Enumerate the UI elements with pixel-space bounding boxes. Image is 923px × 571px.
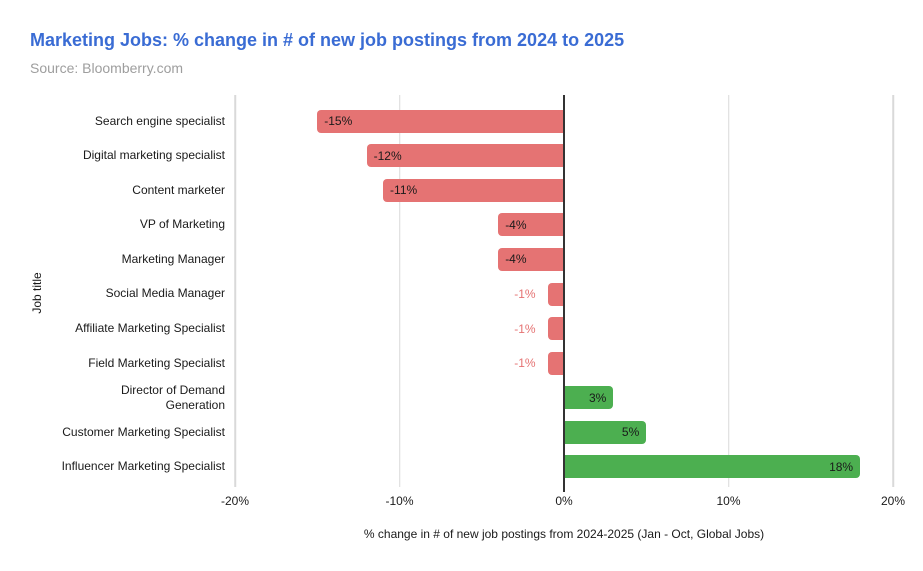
bar: -11% <box>383 178 564 202</box>
x-tick-label: -10% <box>385 494 414 508</box>
category-label: Digital marketing specialist <box>82 148 225 163</box>
chart-title: Marketing Jobs: % change in # of new job… <box>30 30 625 50</box>
bar-value-label: -1% <box>514 287 536 301</box>
category-axis: Search engine specialist Digital marketin… <box>40 104 225 484</box>
bar-value-label: -12% <box>373 148 402 163</box>
gridline <box>727 95 730 487</box>
x-tick-label: 0% <box>555 494 573 508</box>
category-label: Influencer Marketing Specialist <box>61 459 225 474</box>
category-label: Content marketer <box>132 182 225 197</box>
category-label: Search engine specialist <box>94 113 225 128</box>
zero-axis-line <box>563 95 565 492</box>
category-label: VP of Marketing <box>139 217 225 232</box>
gridline <box>398 95 401 487</box>
x-axis: -20% -10% 0% 10% 20% <box>221 494 905 510</box>
gridline <box>892 95 894 487</box>
gridline <box>234 95 236 487</box>
bar-value-label: -1% <box>514 321 536 336</box>
category-label: Field Marketing Specialist <box>88 355 225 370</box>
bar: -1% <box>514 282 564 306</box>
bar: -15% <box>317 109 564 133</box>
bar: -1% <box>514 317 564 341</box>
bar-value-label: 18% <box>829 459 854 474</box>
x-tick-label: 10% <box>716 494 741 508</box>
plot-area: -15% -12% -11% -4% -4% -1% -1% -1% 3% 5% 18% <box>234 95 894 492</box>
bar-value-label: -4% <box>505 252 527 267</box>
category-label: Social Media Manager <box>105 286 225 301</box>
bar-value-label: -15% <box>324 114 353 129</box>
category-label: Affiliate Marketing Specialist <box>75 321 225 336</box>
x-axis-title: % change in # of new job postings from 2… <box>363 527 765 541</box>
bar: -4% <box>498 247 564 271</box>
bar-value-label: -4% <box>505 217 527 232</box>
category-label: Marketing Manager <box>121 251 225 266</box>
bar: -1% <box>514 351 564 375</box>
bar: 5% <box>564 420 647 444</box>
bar-value-label: 3% <box>589 390 607 405</box>
bars-layer: -15% -12% -11% -4% -4% -1% -1% -1% 3% 5% 18% <box>235 104 893 484</box>
x-tick-label: -20% <box>220 494 250 508</box>
bar: -4% <box>498 213 564 237</box>
bar: 18% <box>564 455 861 479</box>
bar-value-label: 5% <box>621 425 640 440</box>
bar-value-label: -1% <box>514 356 536 371</box>
category-label: Director of Demand Generation <box>120 382 225 412</box>
chart-source: Source: Bloomberry.com <box>30 60 184 76</box>
bar-value-label: -11% <box>390 183 418 198</box>
bar: 3% <box>564 386 614 410</box>
category-label: Customer Marketing Specialist <box>62 424 225 439</box>
x-tick-label: 20% <box>880 494 906 508</box>
bar: -12% <box>366 144 564 168</box>
